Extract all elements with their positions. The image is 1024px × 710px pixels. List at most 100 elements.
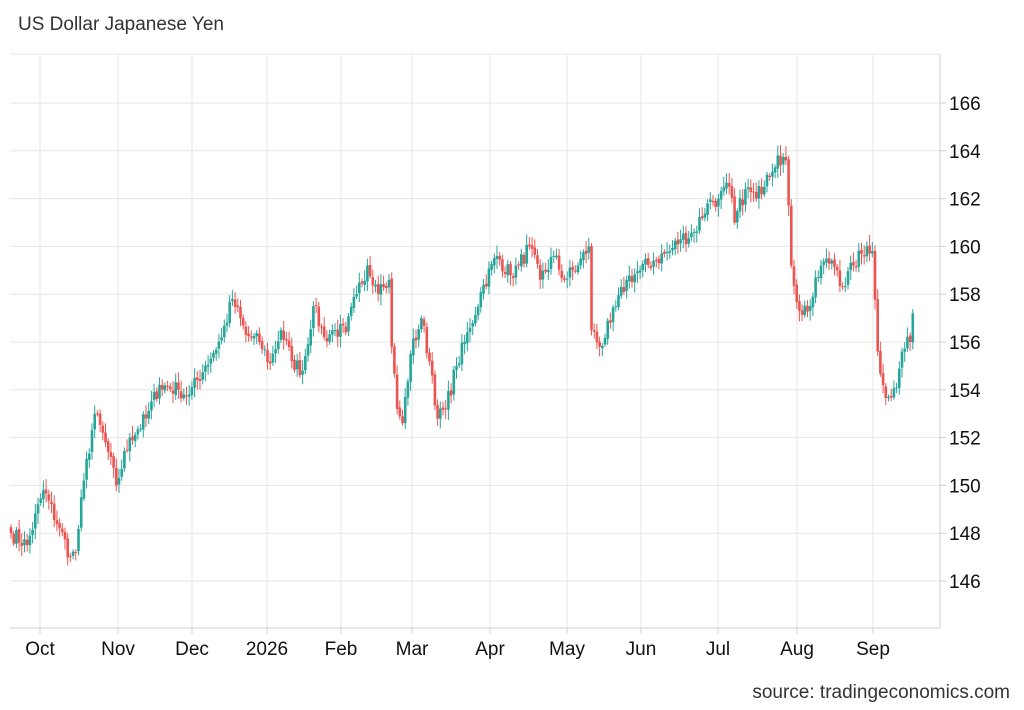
candle-body	[55, 520, 59, 525]
candle	[71, 549, 75, 560]
candle-body	[179, 391, 183, 399]
candle	[771, 163, 774, 187]
candle	[587, 237, 591, 260]
candle	[590, 243, 593, 336]
candle-body	[619, 287, 623, 296]
candle	[455, 357, 458, 379]
candle-body	[390, 278, 393, 347]
candle-body	[892, 388, 896, 398]
candle-body	[125, 449, 129, 451]
candle-body	[349, 306, 353, 316]
candle-body	[544, 269, 547, 272]
candle-body	[409, 353, 412, 382]
candle-body	[514, 265, 518, 278]
candle-body	[385, 285, 388, 288]
candle	[61, 522, 64, 537]
candle-body	[887, 396, 890, 398]
candle	[158, 377, 161, 405]
candle	[560, 264, 564, 283]
candle	[781, 153, 785, 173]
candle	[887, 394, 890, 402]
candle-body	[560, 270, 564, 279]
candle-body	[501, 259, 504, 272]
candle-body	[117, 477, 121, 485]
candle-body	[430, 360, 434, 376]
x-tick-label: Apr	[475, 639, 505, 660]
candle	[228, 295, 231, 328]
y-tick-label: 164	[949, 142, 981, 163]
candle	[295, 353, 299, 377]
candle-body	[314, 304, 318, 306]
candle-body	[476, 306, 480, 316]
candle-body	[700, 216, 704, 219]
candle-body	[633, 274, 636, 283]
candle	[198, 369, 202, 390]
candle	[171, 381, 175, 404]
candle	[614, 300, 618, 312]
candle-body	[263, 349, 267, 351]
candle	[619, 279, 623, 299]
candle	[93, 405, 96, 438]
candle	[865, 241, 869, 263]
candle-body	[190, 387, 194, 396]
candle-body	[144, 414, 148, 419]
candle	[393, 343, 396, 378]
candle	[790, 199, 793, 269]
candle-body	[74, 551, 78, 553]
candle	[79, 489, 83, 532]
candle-body	[868, 245, 871, 254]
candle	[609, 312, 612, 329]
x-tick-label: Jul	[706, 639, 730, 660]
candle	[908, 332, 912, 352]
candle	[144, 405, 148, 427]
candle	[204, 360, 207, 382]
candle	[185, 386, 188, 405]
candle	[598, 336, 601, 357]
candle-body	[360, 281, 364, 284]
candle	[279, 327, 283, 344]
candle	[552, 250, 555, 264]
candle-body	[466, 332, 469, 344]
candle	[50, 491, 53, 514]
candle	[879, 341, 882, 377]
candle-body	[42, 490, 45, 500]
candle-body	[849, 262, 852, 271]
candle-body	[268, 361, 272, 364]
candle-body	[611, 307, 615, 322]
candle-body	[722, 187, 726, 192]
candle	[765, 171, 769, 193]
candle	[827, 251, 831, 270]
candle	[474, 306, 477, 327]
candle-body	[277, 341, 280, 350]
candle	[344, 321, 348, 336]
candle-body	[34, 513, 37, 529]
candle-body	[382, 283, 385, 288]
candle	[433, 370, 437, 410]
candle	[852, 252, 855, 272]
candle-body	[317, 306, 321, 327]
candle-body	[166, 385, 169, 387]
candle	[401, 409, 404, 426]
candle-body	[398, 407, 402, 417]
candle-body	[765, 174, 769, 187]
candle-body	[787, 159, 790, 206]
candle	[25, 533, 29, 552]
candle	[117, 468, 121, 493]
candle-body	[563, 278, 566, 280]
candle-body	[169, 386, 172, 390]
candle	[131, 426, 134, 445]
candle	[306, 337, 310, 362]
candle-body	[420, 318, 423, 330]
candle-body	[660, 253, 663, 264]
candle-body	[687, 238, 690, 244]
x-tick-label: Jun	[626, 639, 657, 660]
candle	[403, 387, 407, 430]
candle	[239, 299, 242, 326]
candle-body	[571, 266, 574, 271]
x-tick-label: Aug	[780, 639, 814, 660]
candle	[649, 261, 653, 271]
candle-body	[447, 391, 450, 410]
candle	[871, 242, 874, 258]
candle-body	[347, 316, 350, 332]
